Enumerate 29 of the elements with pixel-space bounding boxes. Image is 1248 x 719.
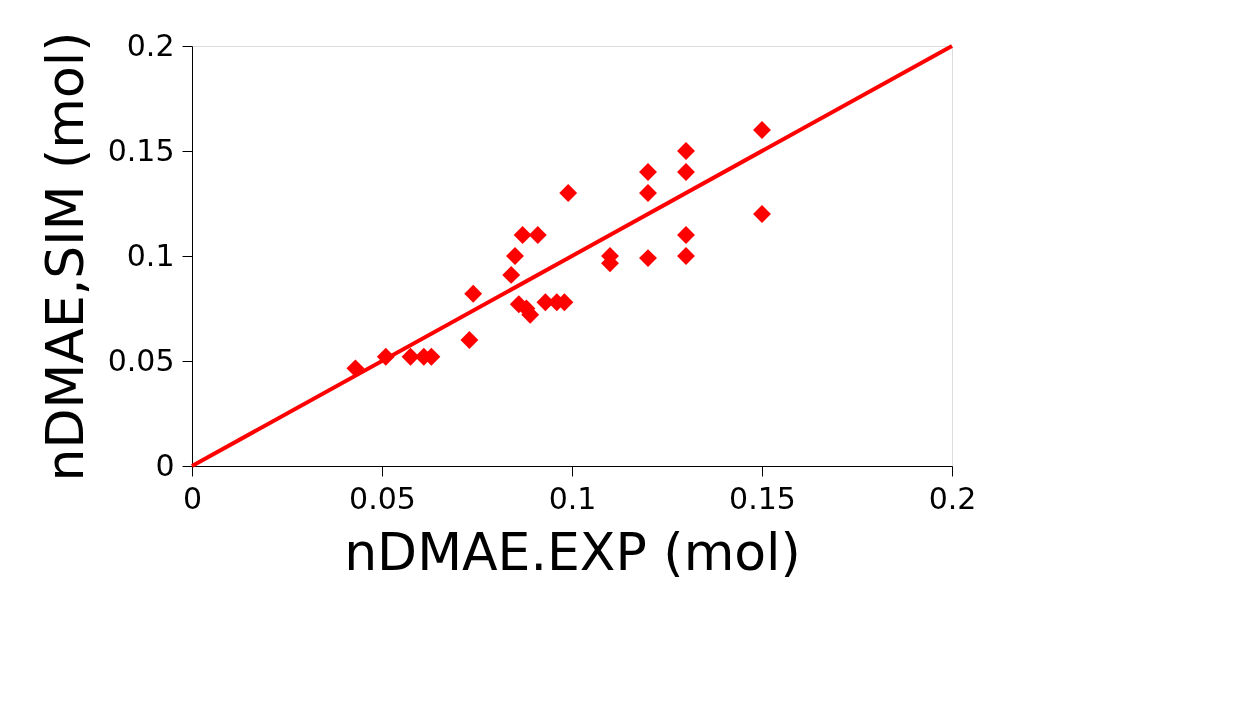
point — [677, 226, 695, 244]
point — [513, 226, 532, 244]
point — [677, 163, 695, 181]
y-tick-label: 0.2 — [126, 27, 175, 63]
point — [502, 265, 521, 284]
y-axis-title: nDMAE,SIM (mol) — [34, 31, 95, 482]
point — [677, 247, 695, 265]
point — [753, 121, 771, 139]
y-tick-label: 0.05 — [107, 342, 175, 378]
point — [639, 184, 657, 202]
point — [677, 142, 695, 160]
point — [559, 184, 578, 202]
x-axis-title: nDMAE.EXP (mol) — [344, 521, 801, 582]
point — [639, 249, 657, 268]
x-tick-label: 0.2 — [928, 480, 977, 516]
x-tick-label: 0 — [182, 480, 203, 516]
x-tick-label: 0.1 — [548, 480, 597, 516]
point — [401, 347, 420, 366]
point — [460, 331, 479, 349]
point — [528, 226, 547, 244]
x-tick-label: 0.15 — [729, 480, 796, 516]
point — [639, 163, 657, 181]
y-tick-label: 0.1 — [126, 237, 175, 273]
y-tick-label: 0 — [155, 447, 175, 483]
y-tick-label: 0.15 — [107, 132, 175, 168]
point — [464, 284, 483, 303]
point — [506, 247, 524, 265]
x-tick-label: 0.05 — [349, 480, 416, 516]
point — [753, 205, 771, 223]
